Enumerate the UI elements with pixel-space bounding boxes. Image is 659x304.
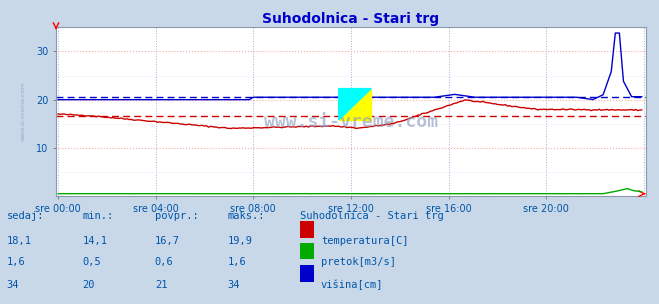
Title: Suhodolnica - Stari trg: Suhodolnica - Stari trg: [262, 12, 440, 26]
Text: Suhodolnica - Stari trg: Suhodolnica - Stari trg: [300, 211, 444, 221]
Text: 19,9: 19,9: [227, 236, 252, 246]
Text: 20: 20: [82, 280, 95, 290]
Text: 0,6: 0,6: [155, 257, 173, 267]
Text: min.:: min.:: [82, 211, 113, 221]
Text: www.si-vreme.com: www.si-vreme.com: [264, 113, 438, 131]
Text: 18,1: 18,1: [7, 236, 32, 246]
Text: www.si-vreme.com: www.si-vreme.com: [21, 82, 26, 141]
Text: sedaj:: sedaj:: [7, 211, 44, 221]
Text: 21: 21: [155, 280, 167, 290]
Text: 16,7: 16,7: [155, 236, 180, 246]
Text: 34: 34: [227, 280, 240, 290]
Text: 1,6: 1,6: [227, 257, 246, 267]
Text: povpr.:: povpr.:: [155, 211, 198, 221]
Text: maks.:: maks.:: [227, 211, 265, 221]
Text: 1,6: 1,6: [7, 257, 25, 267]
Text: 0,5: 0,5: [82, 257, 101, 267]
Text: temperatura[C]: temperatura[C]: [321, 236, 409, 246]
Polygon shape: [339, 88, 371, 120]
Text: 34: 34: [7, 280, 19, 290]
Polygon shape: [339, 88, 371, 120]
Text: pretok[m3/s]: pretok[m3/s]: [321, 257, 396, 267]
Text: 14,1: 14,1: [82, 236, 107, 246]
Text: višina[cm]: višina[cm]: [321, 280, 384, 290]
